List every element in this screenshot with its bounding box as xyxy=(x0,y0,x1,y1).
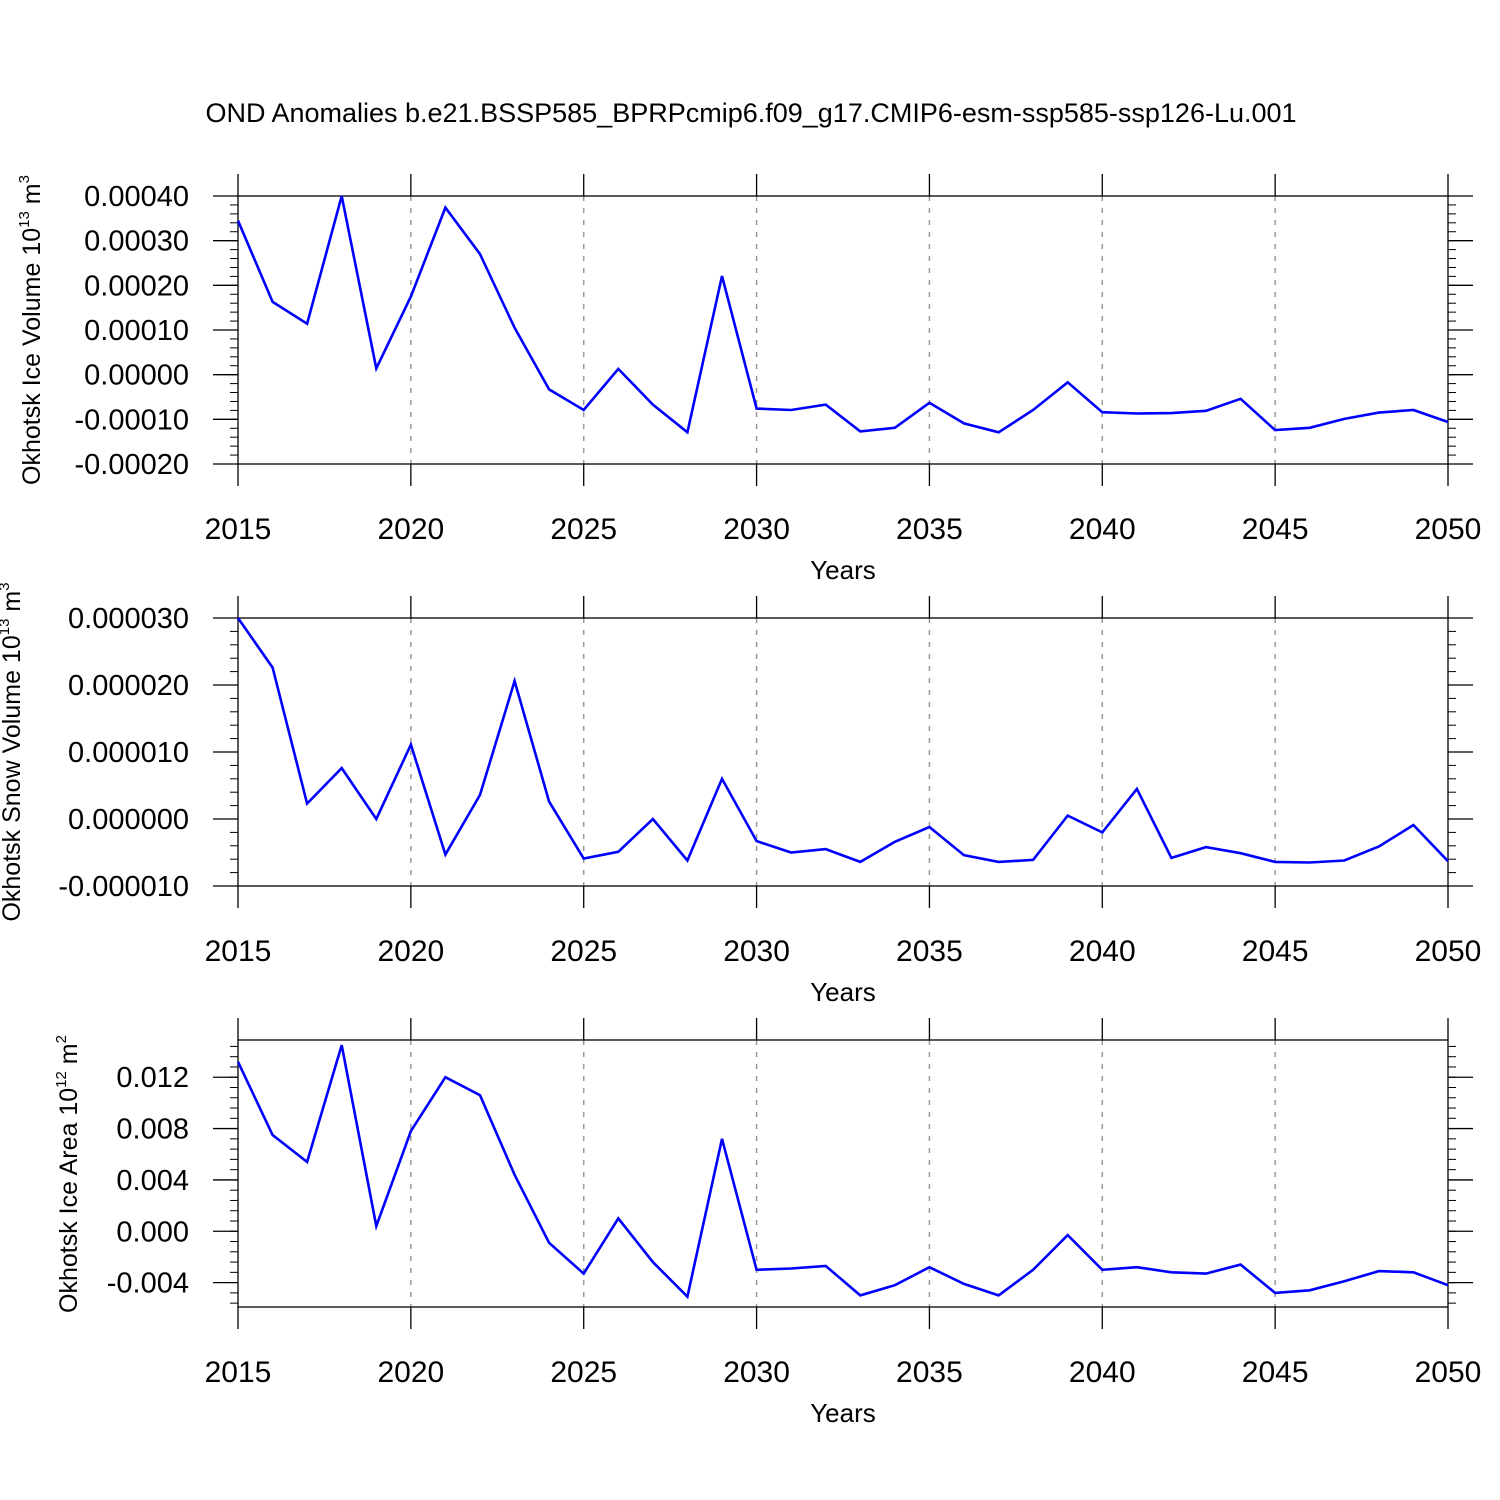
y-tick-label: 0.00000 xyxy=(84,360,189,392)
panel-ice-area: -0.004 0.000 0.004 0.008 0.012 2015 2020 2025 20… xyxy=(53,1018,1481,1428)
y-tick-label: 0.000020 xyxy=(68,670,189,702)
x-tick-label: 2030 xyxy=(723,935,790,968)
x-tick-label: 2030 xyxy=(723,513,790,546)
y-axis-label: Okhotsk Ice Volume 1013 m3 xyxy=(16,175,46,485)
x-tick-label: 2050 xyxy=(1415,513,1482,546)
y-tick-label: -0.004 xyxy=(107,1268,189,1300)
y-tick-label: 0.004 xyxy=(116,1165,189,1197)
x-tick-label: 2025 xyxy=(550,935,617,968)
x-tick-label: 2020 xyxy=(377,1356,444,1389)
x-tick-label: 2045 xyxy=(1242,513,1309,546)
y-tick-label: 0.000000 xyxy=(68,804,189,836)
x-tick-label: 2050 xyxy=(1415,935,1482,968)
y-tick-label: 0.000030 xyxy=(68,603,189,635)
y-tick-label: -0.00020 xyxy=(75,449,190,481)
y-tick-label: -0.000010 xyxy=(58,871,189,903)
y-tick-label: 0.00040 xyxy=(84,181,189,213)
x-tick-label: 2015 xyxy=(205,1356,272,1389)
panel-snow-volume: -0.000010 0.000000 0.000010 0.000020 0.00003… xyxy=(0,582,1481,1007)
x-tick-label: 2020 xyxy=(377,513,444,546)
y-tick-label: 0.00020 xyxy=(84,270,189,302)
plot-frame xyxy=(237,617,1449,887)
y-axis-label: Okhotsk Snow Volume 1013 m3 xyxy=(0,582,26,921)
x-tick-label: 2025 xyxy=(550,513,617,546)
x-tick-label: 2045 xyxy=(1242,1356,1309,1389)
series-line-ice-volume xyxy=(236,195,1449,435)
y-tick-label: -0.00010 xyxy=(75,404,190,436)
y-tick-label: 0.000 xyxy=(116,1216,189,1248)
x-tick-label: 2015 xyxy=(205,935,272,968)
x-axis-label: Years xyxy=(810,1398,876,1428)
y-tick-label: 0.012 xyxy=(116,1062,189,1094)
series-line-ice-area xyxy=(236,1044,1449,1300)
x-tick-label: 2020 xyxy=(377,935,444,968)
y-tick-label: 0.000010 xyxy=(68,737,189,769)
y-tick-label: 0.008 xyxy=(116,1114,189,1146)
x-axis-label: Years xyxy=(810,977,876,1007)
x-tick-label: 2035 xyxy=(896,935,963,968)
y-axis-label: Okhotsk Ice Area 1012 m2 xyxy=(53,1035,83,1313)
panel-ice-volume: -0.00020 -0.00010 0.00000 0.00010 0.00020 0.0… xyxy=(16,174,1481,585)
figure-title: OND Anomalies b.e21.BSSP585_BPRPcmip6.f0… xyxy=(205,98,1296,128)
x-axis-label: Years xyxy=(810,555,876,585)
x-tick-label: 2035 xyxy=(896,1356,963,1389)
x-tick-label: 2045 xyxy=(1242,935,1309,968)
series-line-snow-volume xyxy=(236,617,1449,864)
x-tick-label: 2040 xyxy=(1069,513,1136,546)
x-tick-label: 2030 xyxy=(723,1356,790,1389)
x-tick-label: 2035 xyxy=(896,513,963,546)
x-tick-label: 2015 xyxy=(205,513,272,546)
y-tick-label: 0.00030 xyxy=(84,226,189,258)
x-tick-label: 2040 xyxy=(1069,1356,1136,1389)
plot-frame xyxy=(237,1039,1449,1308)
x-tick-label: 2040 xyxy=(1069,935,1136,968)
x-tick-label: 2025 xyxy=(550,1356,617,1389)
y-tick-label: 0.00010 xyxy=(84,315,189,347)
x-tick-label: 2050 xyxy=(1415,1356,1482,1389)
